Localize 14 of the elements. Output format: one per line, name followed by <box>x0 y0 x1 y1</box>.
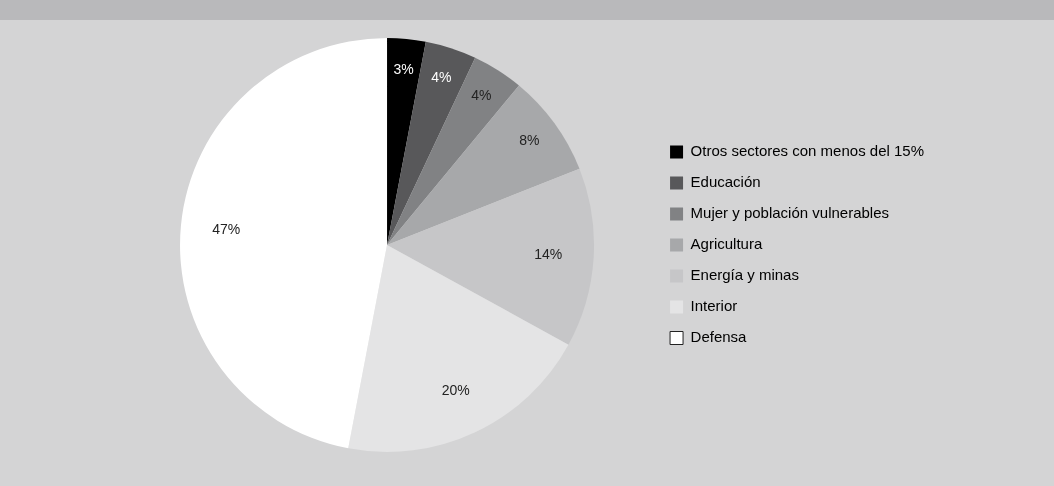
legend-label: Interior <box>690 297 738 315</box>
legend-label: Defensa <box>690 328 748 346</box>
legend-label: Educación <box>690 173 761 191</box>
data-label: 4% <box>431 68 452 85</box>
data-label: 47% <box>212 220 241 237</box>
data-label: 4% <box>471 87 492 104</box>
legend-label: Agricultura <box>690 235 763 253</box>
data-label: 14% <box>534 246 563 262</box>
legend-label: Energía y minas <box>690 266 799 284</box>
data-label: 3% <box>393 60 414 77</box>
legend-label: Otros sectores con menos del 15% <box>690 142 925 160</box>
data-label: 8% <box>519 132 540 149</box>
data-label: 20% <box>441 381 470 398</box>
legend-label: Mujer y población vulnerables <box>690 204 890 222</box>
